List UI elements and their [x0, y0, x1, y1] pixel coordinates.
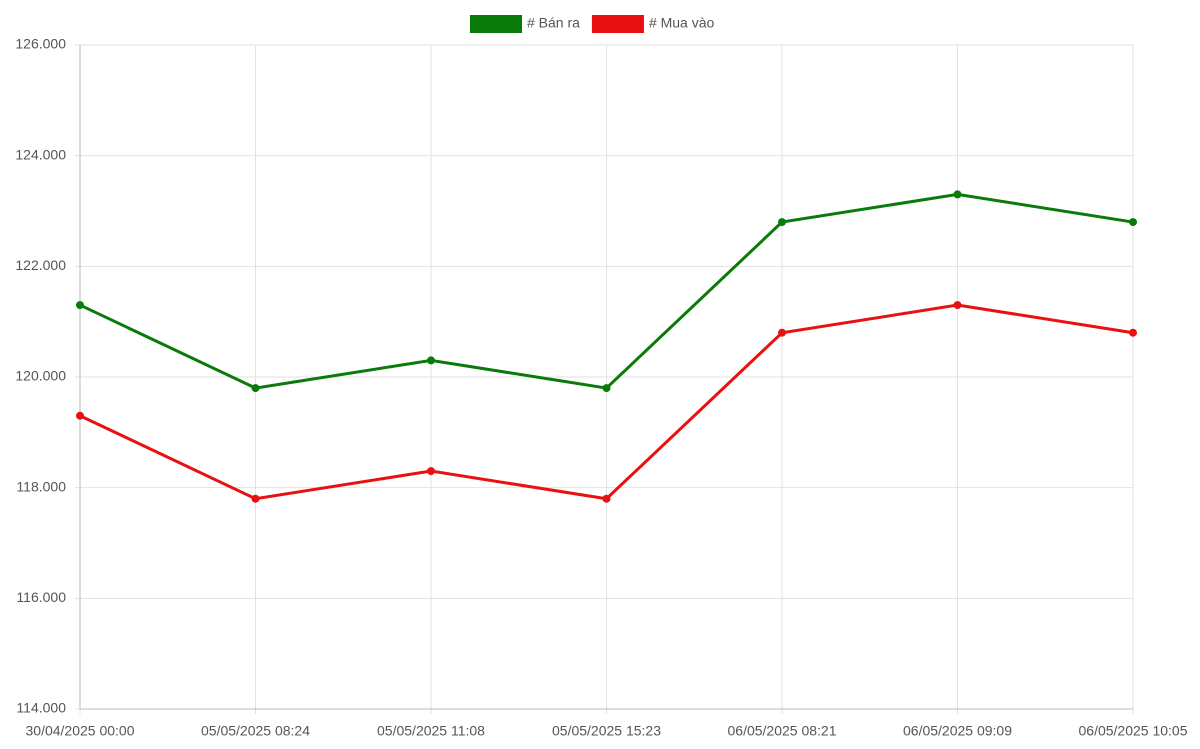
point	[778, 218, 786, 227]
point	[427, 356, 435, 365]
point	[1129, 328, 1137, 337]
point	[251, 384, 260, 393]
point	[602, 384, 611, 393]
legend-swatch	[591, 15, 644, 33]
point	[953, 190, 962, 199]
y-tick-label: 124.000	[15, 146, 66, 162]
point	[76, 301, 84, 310]
point	[76, 411, 84, 420]
point	[953, 301, 962, 310]
legend-swatch	[470, 15, 522, 33]
x-tick-label: 05/05/2025 15:23	[552, 723, 661, 739]
legend-label: # Bán ra	[527, 15, 580, 31]
x-tick-label: 06/05/2025 08:21	[728, 723, 837, 739]
x-tick-label: 06/05/2025 09:09	[903, 723, 1012, 739]
legend-label: # Mua vào	[649, 15, 715, 31]
y-tick-label: 114.000	[16, 700, 66, 716]
x-tick-label: 06/05/2025 10:05	[1079, 723, 1188, 739]
point	[251, 494, 260, 503]
x-tick-label: 05/05/2025 08:24	[201, 723, 310, 739]
point	[778, 328, 786, 337]
y-tick-label: 116.000	[16, 589, 66, 605]
x-tick-label: 30/04/2025 00:00	[26, 723, 135, 739]
point	[427, 467, 435, 476]
y-tick-label: 120.000	[15, 368, 66, 384]
y-tick-label: 126.000	[15, 36, 66, 52]
y-tick-label: 122.000	[15, 257, 66, 273]
point	[1129, 218, 1137, 227]
x-tick-label: 05/05/2025 11:08	[377, 723, 485, 739]
point	[602, 494, 611, 503]
y-tick-label: 118.000	[16, 478, 66, 494]
